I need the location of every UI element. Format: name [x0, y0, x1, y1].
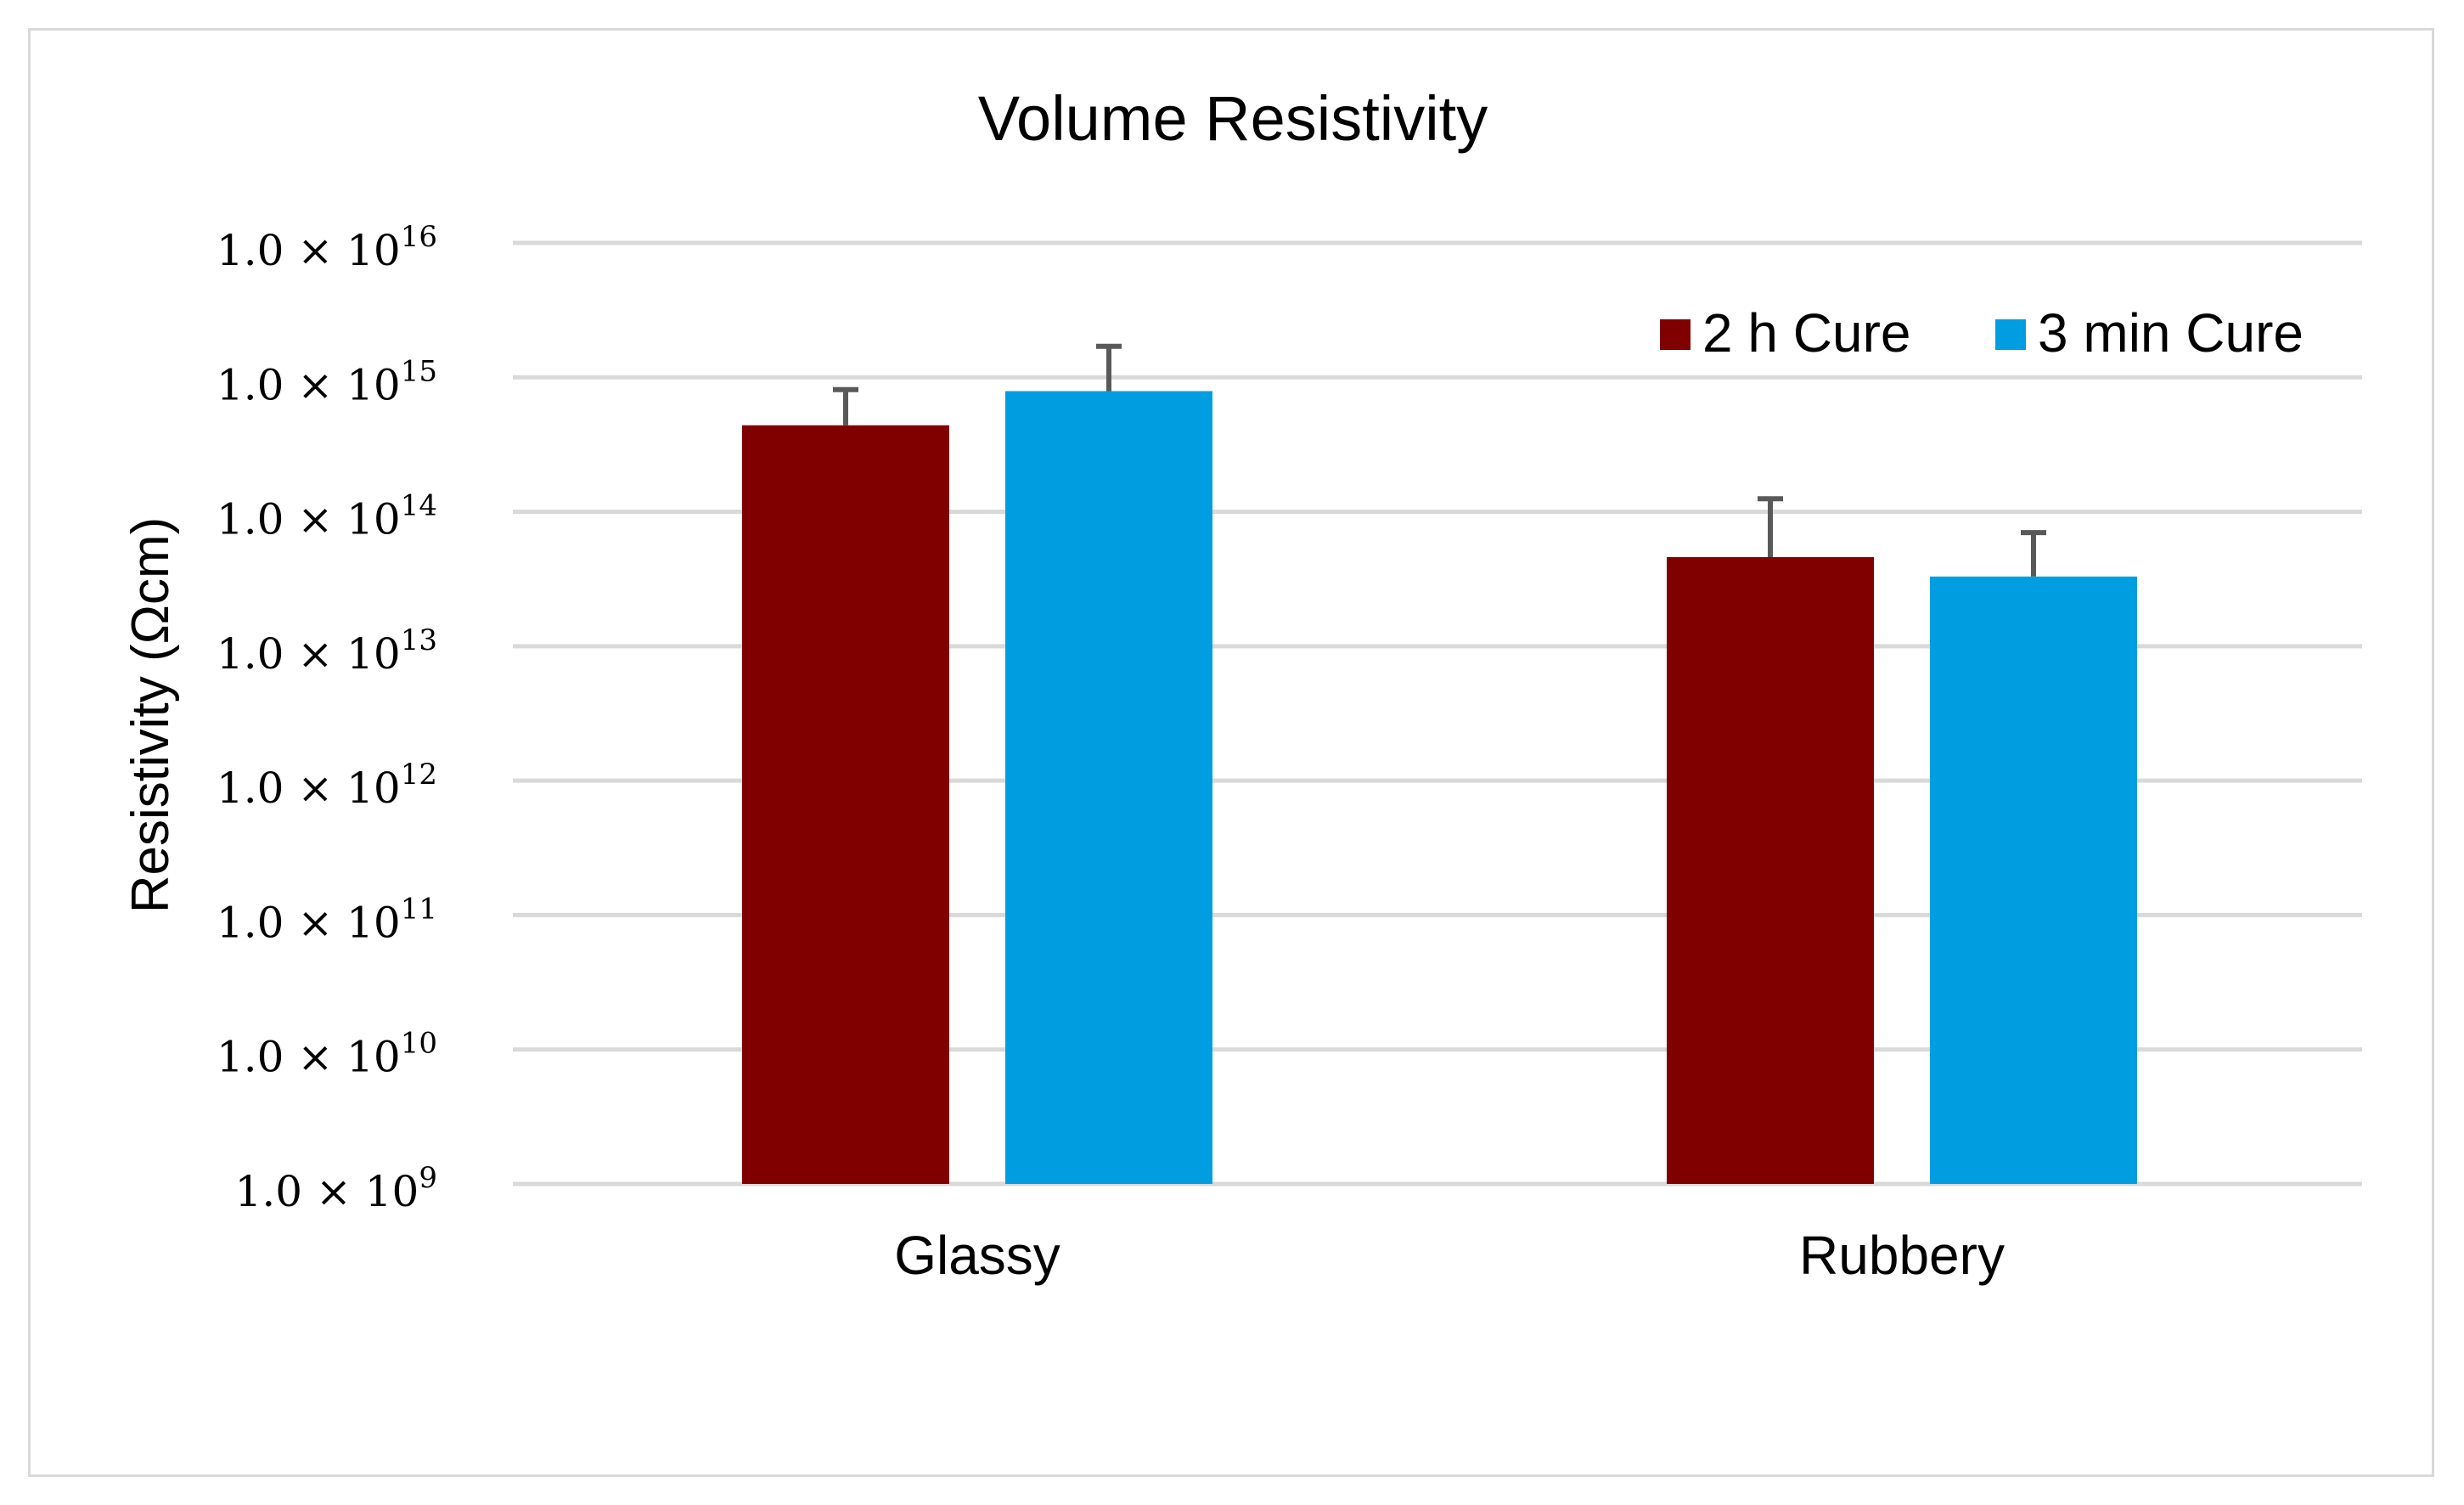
x-axis-categories: Glassy Rubbery: [894, 1225, 2005, 1286]
y-axis-label: Resistivity (Ωcm): [121, 517, 180, 914]
y-tick-mantissa: 1.0 × 10: [217, 226, 401, 275]
y-tick-exponent: 14: [401, 489, 437, 523]
y-tick-label: 1.0 × 1016: [217, 220, 437, 275]
x-category-label: Rubbery: [1799, 1225, 2005, 1286]
legend-swatch: [1660, 319, 1690, 350]
y-tick-label: 1.0 × 1012: [217, 758, 437, 813]
y-tick-exponent: 15: [401, 354, 437, 388]
legend: 2 h Cure 3 min Cure: [1660, 302, 2304, 364]
y-tick-label: 1.0 × 1010: [217, 1027, 437, 1082]
y-tick-label: 1.0 × 1013: [217, 623, 437, 679]
y-tick-label: 1.0 × 1011: [217, 892, 437, 947]
bar-rubbery-2-h-cure: [1667, 556, 1874, 1184]
bar-rubbery-3-min-cure: [1930, 576, 2137, 1184]
y-tick-label: 1.0 × 1015: [217, 354, 437, 409]
y-tick-exponent: 12: [401, 758, 437, 792]
chart-title: Volume Resistivity: [978, 83, 1488, 154]
y-tick-mantissa: 1.0 × 10: [217, 898, 401, 947]
y-tick-mantissa: 1.0 × 10: [217, 764, 401, 813]
y-tick-mantissa: 1.0 × 10: [217, 1033, 401, 1082]
error-bars: [833, 343, 2046, 577]
bars: [742, 391, 2137, 1185]
y-tick-exponent: 10: [401, 1027, 437, 1061]
y-tick-exponent: 11: [401, 892, 437, 926]
y-tick-exponent: 13: [401, 623, 437, 657]
legend-label: 3 min Cure: [2038, 302, 2304, 364]
y-tick-mantissa: 1.0 × 10: [217, 495, 401, 544]
x-category-label: Glassy: [894, 1225, 1060, 1286]
legend-label: 2 h Cure: [1702, 302, 1910, 364]
y-tick-exponent: 16: [401, 220, 437, 254]
y-tick-exponent: 9: [419, 1161, 437, 1195]
y-tick-label: 1.0 × 109: [235, 1161, 437, 1216]
y-tick-mantissa: 1.0 × 10: [217, 360, 401, 409]
y-tick-label: 1.0 × 1014: [217, 489, 437, 544]
bar-glassy-2-h-cure: [742, 425, 949, 1185]
legend-swatch: [1995, 319, 2026, 350]
y-tick-mantissa: 1.0 × 10: [235, 1167, 419, 1216]
y-tick-mantissa: 1.0 × 10: [217, 629, 401, 679]
bar-glassy-3-min-cure: [1005, 391, 1212, 1184]
